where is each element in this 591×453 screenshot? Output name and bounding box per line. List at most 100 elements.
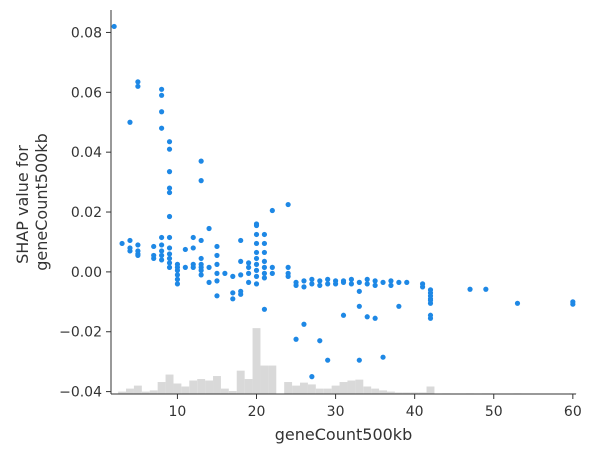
histogram-bar — [173, 383, 182, 394]
shap-point — [190, 264, 196, 270]
shap-point — [111, 23, 117, 30]
histogram-bar — [157, 382, 166, 394]
shap-point — [206, 279, 212, 285]
shap-point — [151, 243, 157, 250]
shap-point — [166, 213, 173, 220]
shap-point — [253, 267, 260, 273]
shap-point — [246, 270, 252, 276]
histogram-bar — [402, 392, 411, 394]
shap-point — [166, 139, 173, 145]
shap-point — [214, 243, 220, 250]
y-tick-label: 0.06 — [71, 85, 102, 101]
histogram-bar — [307, 384, 316, 394]
shap-point — [356, 288, 362, 294]
shap-point — [166, 185, 173, 191]
histogram-bar — [347, 380, 356, 394]
histogram-bar — [394, 392, 403, 394]
histogram-bar — [426, 386, 435, 394]
shap-point — [159, 86, 165, 92]
shap-point — [388, 278, 394, 284]
histogram-bar — [118, 391, 127, 394]
shap-point — [214, 270, 220, 276]
histogram-bar — [268, 365, 277, 394]
shap-point — [198, 158, 204, 164]
shap-point — [198, 272, 204, 278]
shap-point — [238, 258, 244, 265]
shap-point — [372, 278, 378, 284]
histogram-bar — [410, 392, 419, 394]
shap-point — [293, 282, 299, 288]
shap-point — [159, 257, 165, 263]
shap-point — [174, 272, 181, 278]
y-tick-label: 0.00 — [71, 265, 102, 281]
shap-point — [309, 374, 315, 380]
shap-point — [340, 279, 347, 285]
shap-point — [159, 109, 165, 115]
shap-point — [159, 242, 165, 248]
histogram-bar — [228, 391, 237, 394]
y-tick-label: 0.02 — [71, 205, 102, 221]
shap-point — [261, 264, 268, 270]
histogram-bar — [292, 385, 301, 394]
shap-point — [135, 252, 141, 259]
y-axis-label: SHAP value for geneCount500kb — [13, 133, 51, 270]
shap-points — [111, 23, 576, 380]
shap-point — [261, 306, 268, 312]
shap-point — [135, 83, 141, 89]
shap-point — [301, 284, 307, 290]
shap-point — [380, 279, 386, 285]
shap-point — [238, 237, 244, 244]
histogram-bar — [220, 388, 229, 394]
shap-point — [246, 279, 252, 285]
shap-point — [159, 248, 165, 254]
shap-point — [166, 255, 173, 262]
shap-point — [364, 314, 370, 320]
shap-point — [166, 260, 173, 266]
shap-point — [214, 252, 220, 259]
shap-point — [198, 237, 204, 244]
shap-point — [166, 251, 173, 257]
histogram-bar — [315, 388, 324, 394]
shap-point — [356, 279, 362, 285]
shap-point — [214, 261, 220, 267]
shap-point — [253, 222, 260, 229]
shap-point — [364, 276, 370, 282]
shap-point — [309, 276, 315, 282]
shap-point — [356, 357, 362, 363]
y-tick-label: 0.08 — [71, 25, 102, 41]
shap-point — [325, 357, 331, 363]
y-tick-label: −0.04 — [59, 385, 102, 401]
histogram-bar — [284, 382, 293, 394]
shap-point — [127, 237, 133, 244]
shap-point — [325, 276, 331, 282]
shap-point — [396, 303, 402, 309]
shap-point — [127, 248, 133, 254]
shap-point — [356, 303, 362, 309]
shap-point — [467, 286, 473, 292]
shap-point — [182, 264, 188, 270]
shap-point — [127, 119, 133, 125]
histogram-bar — [236, 370, 245, 394]
x-tick-label: 50 — [485, 404, 503, 420]
shap-point — [285, 264, 291, 270]
shap-point — [261, 249, 268, 256]
histogram-bar — [244, 379, 253, 394]
shap-point — [269, 207, 275, 214]
shap-point — [364, 281, 370, 287]
shap-point — [206, 264, 212, 270]
histogram-bar — [181, 386, 190, 394]
shap-point — [222, 270, 228, 276]
histogram-bar — [252, 328, 261, 394]
shap-point — [372, 282, 378, 288]
shap-point — [301, 278, 307, 284]
shap-point — [166, 234, 173, 241]
histogram-bar — [205, 380, 214, 394]
shap-point — [246, 260, 252, 266]
histogram-bar — [213, 376, 221, 394]
shap-point — [514, 300, 521, 306]
shap-point — [119, 240, 125, 247]
histogram-bar — [260, 365, 269, 394]
shap-point — [190, 234, 196, 241]
